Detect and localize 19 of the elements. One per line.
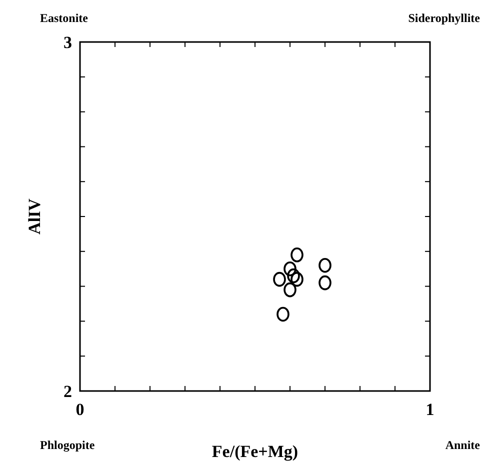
text: Siderophyllite [408,11,481,25]
text: Eastonite [40,11,89,25]
text: Annite [445,438,481,452]
x-tick-label: 0 [76,400,84,419]
y-tick-label: 3 [64,32,72,52]
point [318,275,332,290]
point [318,258,332,273]
point [287,268,300,284]
point [276,306,290,322]
text: Phlogopite [40,438,96,452]
x-tick-label: 1 [426,400,434,419]
y-tick-label: 2 [64,382,72,401]
y-axis-title: AlIV [25,198,44,234]
point [284,261,296,276]
point [273,272,286,287]
point [290,247,304,262]
point [284,282,296,298]
point [290,272,304,287]
x-axis-title: Fe/(Fe+Mg) [212,442,298,461]
